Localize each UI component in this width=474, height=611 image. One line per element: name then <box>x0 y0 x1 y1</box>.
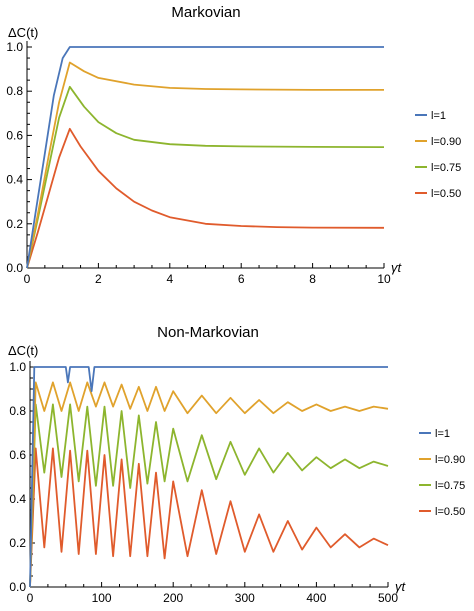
legend: l=1 l=0.90 l=0.75 l=0.50 <box>415 110 461 200</box>
y-tick-label: 0.4 <box>6 173 23 187</box>
non-markovian-panel: Non-Markovian ΔC(t) γt 0 100 200 300 400 5000… <box>8 324 465 605</box>
series-line-l-0-75 <box>29 403 389 588</box>
y-tick-label: 1.0 <box>6 40 23 54</box>
y-axis-label: ΔC(t) <box>8 343 38 358</box>
x-tick-label: 0 <box>27 591 34 605</box>
y-tick-label: 0.4 <box>9 492 26 506</box>
x-tick-label: 8 <box>309 272 316 286</box>
legend-label: l=0.90 <box>431 136 461 148</box>
y-tick-label: 0.6 <box>9 448 26 462</box>
y-tick-label: 1.0 <box>9 360 26 374</box>
series-line-l-0-90 <box>29 381 389 588</box>
x-tick-label: 400 <box>306 591 326 605</box>
markovian-panel: Markovian ΔC(t) γt 0 2 4 6 8 10 0.0 0.2 0.4 0.6 0.… <box>6 4 461 286</box>
y-tick-label: 0.8 <box>9 404 26 418</box>
x-tick-label: 500 <box>378 591 398 605</box>
x-tick-label: 100 <box>92 591 112 605</box>
y-tick-label: 0.6 <box>6 128 23 142</box>
plot-area: 0 100 200 300 400 500 0.0 0.2 0.4 0.6 0.8 1.0 <box>9 360 398 605</box>
legend: l=1 l=0.90 l=0.75 l=0.50 <box>419 428 465 518</box>
series-line-l-0-90 <box>26 61 384 269</box>
y-tick-label: 0.2 <box>9 536 26 550</box>
chart-title: Markovian <box>171 4 240 21</box>
x-tick-label: 4 <box>166 272 173 286</box>
y-tick-label: 0.2 <box>6 217 23 231</box>
chart-title: Non-Markovian <box>157 324 259 341</box>
series-line-l-0-75 <box>26 85 385 269</box>
x-tick-label: 0 <box>24 272 31 286</box>
series-line-l-0-50 <box>26 127 385 269</box>
x-axis-label: γt <box>395 579 407 594</box>
x-tick-label: 300 <box>235 591 255 605</box>
y-tick-label: 0.0 <box>6 261 23 275</box>
legend-label: l=1 <box>435 428 450 440</box>
legend-label: l=0.75 <box>431 162 461 174</box>
legend-label: l=0.75 <box>435 480 465 492</box>
legend-label: l=0.50 <box>431 188 461 200</box>
y-tick-label: 0.8 <box>6 84 23 98</box>
plot-area: 0 2 4 6 8 10 0.0 0.2 0.4 0.6 0.8 1.0 <box>6 40 391 286</box>
x-tick-label: 6 <box>238 272 245 286</box>
series-line-l-1 <box>29 366 388 588</box>
y-tick-label: 0.0 <box>9 580 26 594</box>
legend-label: l=0.90 <box>435 454 465 466</box>
legend-label: l=0.50 <box>435 506 465 518</box>
y-axis-label: ΔC(t) <box>8 25 38 40</box>
x-tick-label: 200 <box>163 591 183 605</box>
x-tick-label: 10 <box>377 272 391 286</box>
legend-label: l=1 <box>431 110 446 122</box>
series-line-l-0-50 <box>29 447 389 588</box>
series-line-l-1 <box>26 46 384 269</box>
x-tick-label: 2 <box>95 272 102 286</box>
x-axis-label: γt <box>391 260 403 275</box>
